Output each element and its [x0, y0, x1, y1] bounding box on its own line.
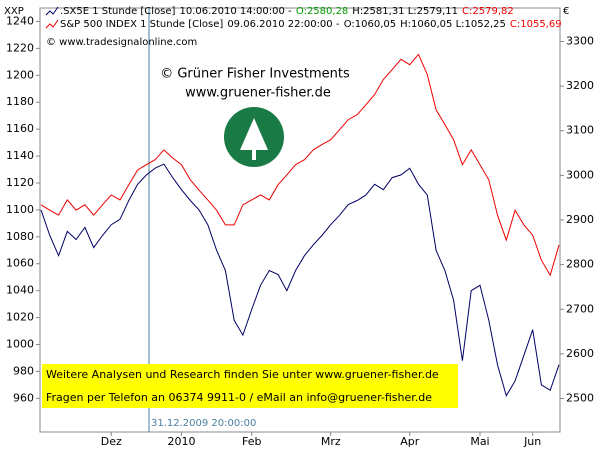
y-tick-label: 1080 [6, 230, 34, 243]
series-info: 09.06.2010 22:00:00 - [227, 19, 340, 30]
y-tick-label: 1000 [6, 338, 34, 351]
series-info: 10.06.2010 14:00:00 - [179, 6, 292, 17]
series-line [40, 53, 560, 277]
y-tick-label: 1160 [6, 122, 34, 135]
legend-swatch [45, 19, 59, 29]
x-tick-label: Apr [400, 435, 420, 448]
series-info: O:2580,28 [296, 6, 348, 17]
legend-entry: S&P 500 INDEX 1 Stunde [Close] 09.06.2010… [60, 19, 562, 30]
y2-tick-label: 2600 [566, 347, 594, 360]
y-tick-label: 960 [13, 391, 34, 404]
y-tick-label: 1100 [6, 203, 34, 216]
x-tick-label: Jun [523, 435, 541, 448]
x-tick-label: Dez [101, 435, 122, 448]
banner-text: Fragen per Telefon an 06374 9911-0 / eMa… [46, 391, 432, 404]
watermark: © Grüner Fisher Investments [160, 67, 350, 82]
series-info: C:2579,82 [462, 6, 514, 17]
y2-tick-label: 3000 [566, 168, 594, 181]
y2-tick-label: 3200 [566, 79, 594, 92]
banner-text: Weitere Analysen und Research finden Sie… [46, 368, 439, 381]
y2-tick-label: 2500 [566, 392, 594, 405]
series-info: C:1055,69 [510, 19, 562, 30]
date-marker-label: 31.12.2009 20:00:00 [151, 418, 256, 429]
x-tick-label: 2010 [167, 435, 195, 448]
y-axis-label: XXP [4, 6, 24, 17]
y-tick-label: 1200 [6, 68, 34, 81]
series-name: .SX5E 1 Stunde [Close] [60, 6, 176, 17]
y-tick-label: 1220 [6, 41, 34, 54]
y2-tick-label: 2800 [566, 258, 594, 271]
x-tick-label: Mrz [321, 435, 341, 448]
x-tick-label: Feb [242, 435, 261, 448]
banner [42, 364, 458, 408]
y2-tick-label: 3300 [566, 34, 594, 47]
legend-entry: .SX5E 1 Stunde [Close] 10.06.2010 14:00:0… [60, 6, 514, 17]
plot-area [39, 7, 561, 433]
y-tick-label: 980 [13, 364, 34, 377]
series-info: O:1060,05 [344, 19, 396, 30]
y-tick-label: 1020 [6, 311, 34, 324]
y-tick-label: 1120 [6, 176, 34, 189]
y-tick-label: 1140 [6, 149, 34, 162]
y2-tick-label: 2900 [566, 213, 594, 226]
y-tick-label: 1240 [6, 14, 34, 27]
y-tick-label: 1060 [6, 257, 34, 270]
series-name: S&P 500 INDEX 1 Stunde [Close] [60, 19, 223, 30]
source: © www.tradesignalonline.com [46, 37, 197, 48]
x-tick-label: Mai [470, 435, 489, 448]
series-info: H:1060,05 L:1052,25 [400, 19, 506, 30]
y-tick-label: 1180 [6, 95, 34, 108]
series-line [40, 163, 560, 397]
legend-swatch [45, 6, 59, 16]
y-tick-label: 1040 [6, 284, 34, 297]
y2-tick-label: 3100 [566, 124, 594, 137]
y2-axis-label: € [563, 6, 569, 17]
watermark: www.gruener-fisher.de [185, 86, 331, 101]
y2-tick-label: 2700 [566, 302, 594, 315]
logo [224, 107, 284, 167]
legend: .SX5E 1 Stunde [Close] 10.06.2010 14:00:0… [45, 6, 562, 30]
series-info: H:2581,31 L:2579,11 [352, 6, 458, 17]
